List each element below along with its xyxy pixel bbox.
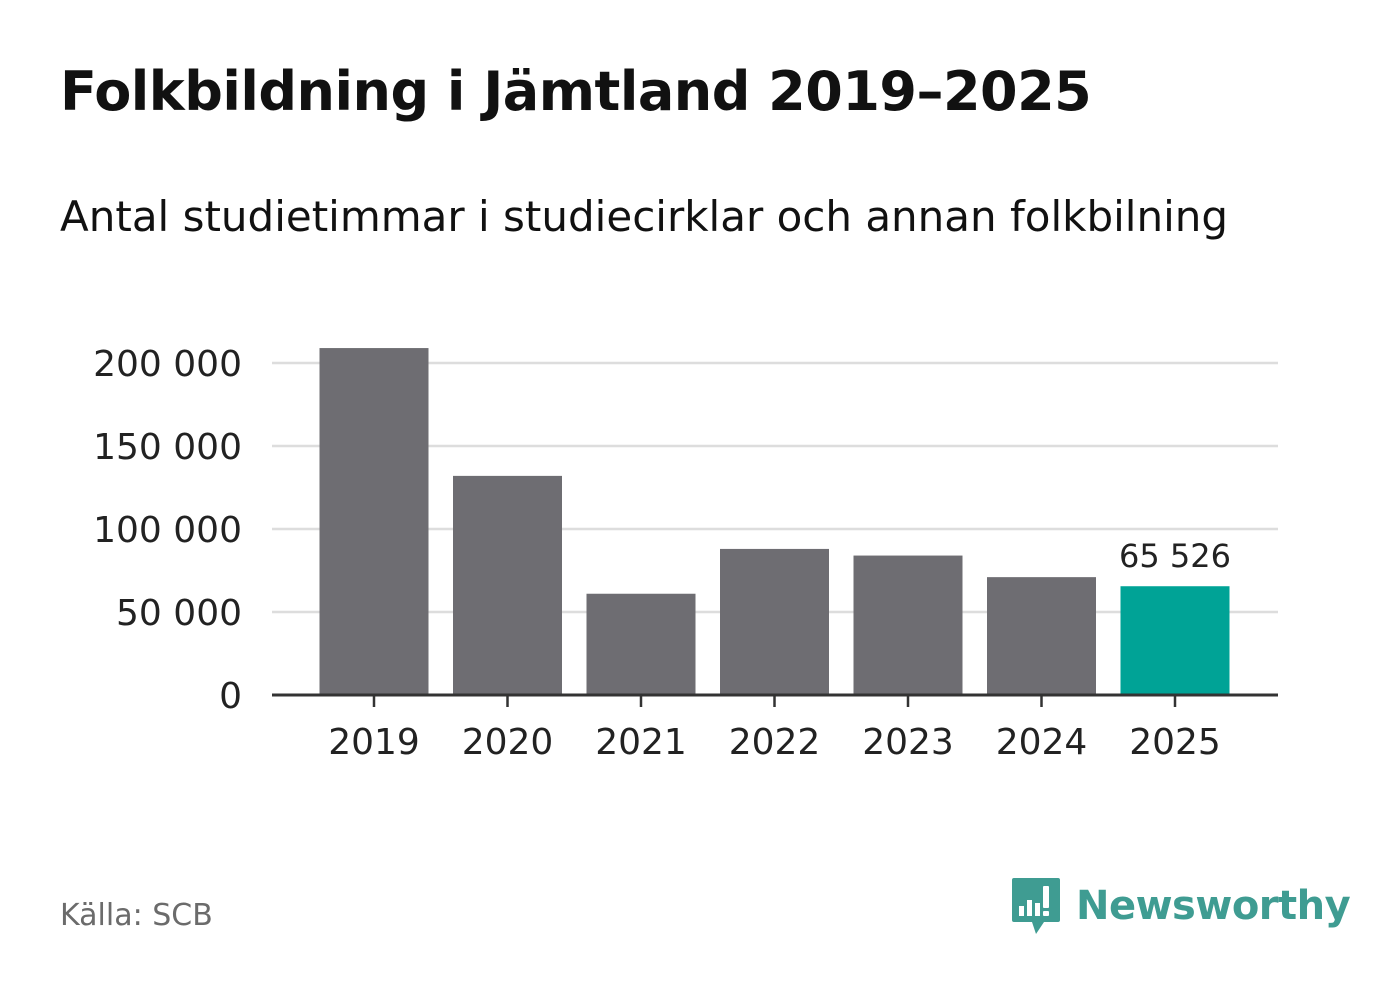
newsworthy-logo[interactable]: Newsworthy [1010,876,1351,936]
y-tick-label: 50 000 [116,593,242,634]
bar-2023 [853,555,963,695]
newsworthy-logo-icon [1012,878,1060,934]
bar-2024 [987,577,1096,695]
x-axis: 2019 2020 2021 2022 2023 2024 2025 [272,693,1278,763]
bar-2025 [1120,586,1230,695]
x-tick-label: 2025 [1129,722,1221,763]
x-tick-label: 2023 [862,722,954,763]
y-axis-ticks: 0 50 000 100 000 150 000 200 000 [93,344,242,717]
bars [319,348,1230,695]
data-labels: 65 526 [1119,537,1231,575]
bar-2019 [319,348,429,695]
bar-2022 [720,548,829,695]
x-tick-label: 2020 [462,722,554,763]
y-tick-label: 200 000 [93,344,242,385]
brand-name: Newsworthy [1076,883,1351,929]
bar-2021 [586,593,696,695]
y-tick-label: 0 [219,676,242,717]
chart-subtitle: Antal studietimmar i studiecirklar och a… [60,192,1229,241]
source-note: Källa: SCB [60,898,213,933]
x-tick-label: 2022 [729,722,821,763]
x-tick-label: 2024 [996,722,1088,763]
x-tick-label: 2019 [328,722,420,763]
y-tick-label: 100 000 [93,510,242,551]
x-tick-label: 2021 [595,722,687,763]
data-label: 65 526 [1119,537,1231,575]
y-tick-label: 150 000 [93,427,242,468]
bar-2020 [453,475,562,695]
chart-title: Folkbildning i Jämtland 2019–2025 [60,60,1092,123]
